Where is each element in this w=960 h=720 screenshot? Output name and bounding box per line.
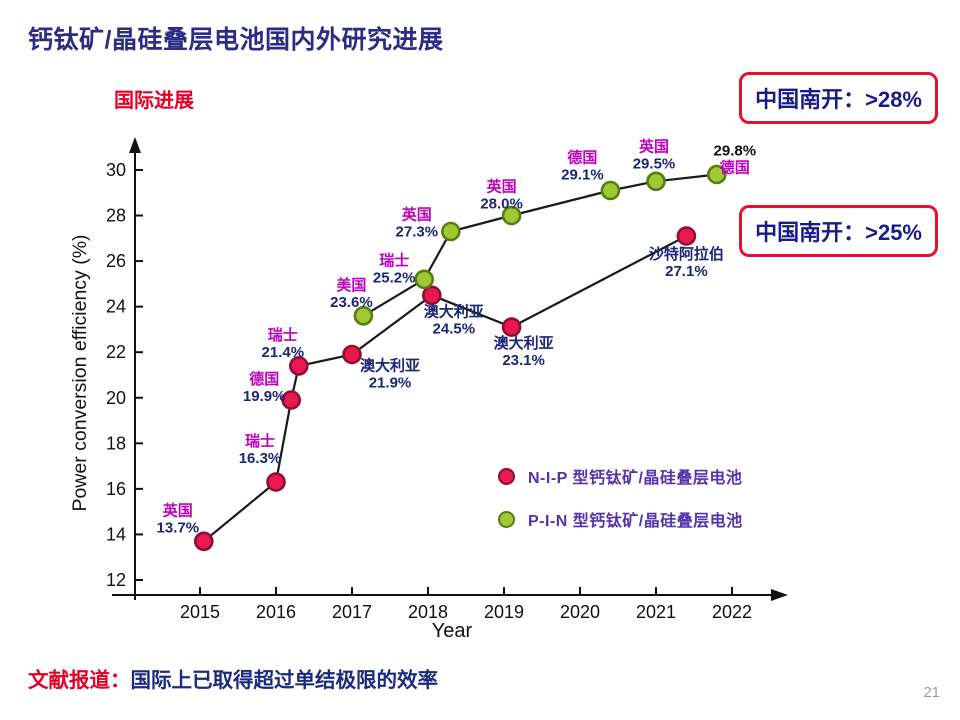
legend-label-nip: N-I-P 型钙钛矿/晶硅叠层电池	[528, 470, 743, 487]
y-axis-title: Power conversion efficiency (%)	[69, 234, 91, 511]
point-label: 23.1%	[502, 352, 545, 369]
callout-nankai-28: 中国南开：>28%	[739, 72, 938, 124]
nip-data-point	[288, 356, 309, 376]
x-axis-title: Year	[432, 620, 473, 642]
x-tick-label: 2022	[712, 602, 752, 622]
x-tick-label: 2019	[484, 602, 524, 622]
legend-item-pin: P-I-N 型钙钛矿/晶硅叠层电池	[498, 507, 743, 531]
pin-data-point	[706, 164, 727, 185]
series-line	[203, 235, 687, 543]
page-number: 21	[923, 684, 940, 701]
y-tick-label: 18	[106, 433, 126, 453]
legend-label-pin: P-I-N 型钙钛矿/晶硅叠层电池	[528, 513, 743, 530]
point-label: 瑞士	[245, 432, 275, 450]
nip-data-point	[342, 344, 362, 365]
point-label: 25.2%	[373, 269, 416, 286]
point-label: 美国	[336, 276, 366, 294]
pin-marker-icon	[498, 510, 515, 528]
nip-marker-icon	[498, 467, 515, 485]
point-label: 德国	[249, 370, 279, 388]
pin-data-point	[414, 269, 435, 290]
x-tick-label: 2017	[332, 602, 372, 622]
y-tick-label: 14	[106, 524, 126, 544]
section-label: 国际进展	[114, 90, 194, 112]
point-label: 28.0%	[480, 196, 523, 213]
x-tick-label: 2021	[636, 602, 676, 622]
y-tick-label: 28	[106, 206, 126, 226]
chart-legend: N-I-P 型钙钛矿/晶硅叠层电池 P-I-N 型钙钛矿/晶硅叠层电池	[498, 464, 743, 550]
point-label: 德国	[720, 159, 750, 177]
footer-text: 国际上已取得超过单结极限的效率	[130, 669, 439, 692]
point-label: 英国	[487, 178, 517, 196]
x-tick-label: 2015	[180, 602, 220, 622]
point-label: 瑞士	[268, 326, 298, 344]
point-label: 24.5%	[433, 320, 476, 337]
point-label: 瑞士	[379, 251, 409, 269]
pin-data-point	[501, 205, 522, 226]
page-title: 钙钛矿/晶硅叠层电池国内外研究进展	[28, 26, 444, 54]
point-label: 英国	[163, 501, 193, 519]
point-label: 21.9%	[369, 375, 412, 392]
point-label: 沙特阿拉伯	[649, 245, 724, 263]
x-axis-arrow-icon	[771, 589, 788, 601]
pin-data-point	[440, 221, 461, 242]
point-label: 27.1%	[665, 263, 708, 280]
point-label: 19.9%	[243, 388, 286, 405]
nip-data-point	[421, 285, 442, 306]
series-pin: 美国23.6%瑞士25.2%英国27.3%英国28.0%德国29.1%英国29.…	[330, 137, 757, 326]
nip-data-point	[266, 472, 286, 492]
nip-data-point	[281, 390, 302, 410]
point-label: 29.1%	[561, 167, 604, 184]
nip-data-point	[194, 531, 214, 552]
nip-data-point	[501, 317, 522, 337]
point-label: 21.4%	[262, 344, 305, 361]
y-tick-label: 16	[106, 479, 126, 499]
callout-nankai-25: 中国南开：>25%	[739, 205, 938, 257]
x-tick-label: 2018	[408, 602, 448, 622]
point-label: 27.3%	[396, 224, 439, 241]
y-tick-label: 30	[106, 160, 126, 180]
point-label: 29.5%	[633, 155, 676, 172]
axes: 2015 2016 2017 2018 2019 2020 2021 202212141618…	[69, 137, 788, 642]
legend-item-nip: N-I-P 型钙钛矿/晶硅叠层电池	[498, 464, 743, 488]
footer-note: 文献报道：国际上已取得超过单结极限的效率	[28, 663, 438, 693]
pin-data-point	[353, 305, 374, 326]
x-tick-label: 2016	[256, 602, 296, 622]
point-label: 德国	[567, 149, 597, 167]
point-label: 英国	[639, 137, 669, 155]
point-label: 29.8%	[714, 143, 757, 160]
y-tick-label: 12	[106, 570, 126, 590]
point-label: 16.3%	[239, 450, 282, 467]
point-label: 澳大利亚	[494, 334, 554, 352]
footer-prefix: 文献报道：	[28, 669, 131, 692]
nip-data-point	[676, 226, 697, 246]
point-label: 澳大利亚	[424, 302, 484, 320]
point-label: 13.7%	[157, 519, 200, 536]
point-label: 23.6%	[330, 294, 373, 311]
y-axis-arrow-icon	[129, 137, 141, 153]
series-nip: 英国13.7%瑞士16.3%德国19.9%瑞士21.4%澳大利亚21.9%澳大利…	[157, 226, 724, 552]
pin-data-point	[646, 171, 666, 192]
pin-data-point	[600, 180, 621, 201]
y-tick-label: 24	[106, 297, 126, 317]
y-tick-label: 22	[106, 342, 126, 362]
point-label: 英国	[402, 206, 432, 224]
x-tick-label: 2020	[560, 602, 600, 622]
y-tick-label: 20	[106, 388, 126, 408]
point-label: 澳大利亚	[360, 357, 420, 375]
y-tick-label: 26	[106, 251, 126, 271]
